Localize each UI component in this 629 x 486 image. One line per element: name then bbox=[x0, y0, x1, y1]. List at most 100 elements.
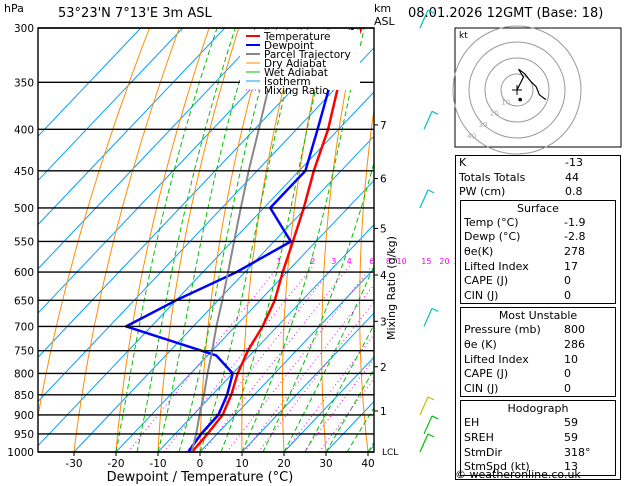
mixing-ratio-label: 10 bbox=[397, 257, 407, 266]
mixing-ratio-label: 2 bbox=[310, 257, 315, 266]
hodograph-ring bbox=[500, 73, 534, 107]
mu-row: CAPE (J) 0 bbox=[464, 367, 571, 381]
km-axis-title: km bbox=[374, 2, 392, 15]
surface-row: Dewp (°C) -2.8 bbox=[464, 230, 586, 244]
hodograph-ring bbox=[468, 41, 566, 139]
pressure-tick-label: 750 bbox=[14, 346, 34, 358]
hpa-axis-title: hPa bbox=[4, 2, 24, 15]
legend-mixing-ratio: Mixing Ratio bbox=[264, 85, 329, 97]
storm-motion-marker bbox=[518, 97, 522, 102]
legend-dewpoint: Dewpoint bbox=[264, 40, 314, 52]
isotherm-line bbox=[38, 28, 310, 314]
isotherm-line bbox=[38, 28, 268, 270]
isotherm-line bbox=[38, 28, 142, 137]
hodograph-section: Hodograph EH 59 SREH 59 StmDir 318° StmSpd … bbox=[460, 400, 616, 476]
dry-adiabat-line bbox=[73, 28, 180, 452]
legend-temperature: Temperature bbox=[263, 31, 331, 43]
km-tick-label: 7 bbox=[380, 120, 387, 132]
hodograph-table-title: Hodograph bbox=[507, 402, 569, 416]
x-tick-label: 0 bbox=[197, 458, 204, 470]
wind-barb bbox=[423, 111, 433, 130]
mixing-ratio-axis-title: Mixing Ratio (g/kg) bbox=[385, 236, 398, 340]
km-tick-label: 5 bbox=[380, 223, 387, 235]
x-tick-label: -20 bbox=[107, 458, 124, 470]
mixing-ratio-line bbox=[226, 265, 373, 452]
legend-isotherm: Isotherm bbox=[264, 76, 311, 88]
pressure-tick-label: 1000 bbox=[7, 447, 34, 459]
pressure-tick-label: 350 bbox=[14, 77, 34, 89]
km-tick-label: 1 bbox=[380, 406, 387, 418]
km-tick-label: 4 bbox=[380, 270, 387, 282]
x-tick-label: -10 bbox=[149, 458, 166, 470]
datetime-title: 08.01.2026 12GMT (Base: 18) bbox=[408, 6, 604, 21]
dry-adiabat-line bbox=[396, 28, 417, 452]
hodograph-ring-label: 20 bbox=[490, 110, 499, 118]
plot-frame bbox=[37, 27, 375, 453]
most-unstable-title: Most Unstable bbox=[498, 309, 578, 323]
mixing-ratio-line bbox=[127, 265, 280, 452]
x-tick-label: -30 bbox=[65, 458, 82, 470]
hodograph-trace bbox=[516, 68, 547, 101]
wet-adiabat-line bbox=[304, 323, 374, 452]
location-title: 53°23'N 7°13'E 3m ASL bbox=[58, 6, 212, 21]
legend-wet-adiabat: Wet Adiabat bbox=[264, 67, 328, 79]
surface-row: θe(K) 278 bbox=[464, 244, 585, 258]
pressure-tick-label: 300 bbox=[14, 23, 34, 35]
pressure-tick-label: 700 bbox=[14, 321, 34, 333]
mixing-ratio-line bbox=[163, 265, 314, 452]
pressure-tick-label: 900 bbox=[14, 410, 34, 422]
isotherm-line bbox=[283, 356, 374, 452]
hodo-row: SREH 59 bbox=[464, 430, 578, 444]
indices-table: K -13 Totals Totals 44 PW (cm) 0.8 Surface … bbox=[455, 155, 621, 480]
surface-row: CAPE (J) 0 bbox=[464, 274, 571, 288]
pressure-tick-label: 450 bbox=[14, 166, 34, 178]
dry-adiabat-line bbox=[432, 28, 452, 452]
mu-row: θe (K) 286 bbox=[464, 337, 585, 351]
wind-barb bbox=[419, 9, 429, 29]
km-tick-label: 3 bbox=[380, 316, 387, 328]
wind-barb-flag bbox=[427, 433, 435, 438]
hodo-row: StmSpd (kt) 13 bbox=[464, 460, 578, 474]
pressure-tick-label: 800 bbox=[14, 368, 34, 380]
hodograph-ring bbox=[452, 25, 582, 155]
isotherm-line bbox=[199, 268, 374, 452]
mu-row: Pressure (mb) 800 bbox=[464, 323, 585, 337]
mixing-ratio-label: 3 bbox=[331, 257, 336, 266]
isotherm-line bbox=[38, 28, 226, 226]
wind-barb-flag bbox=[431, 415, 439, 420]
surface-row: Lifted Index 17 bbox=[464, 259, 578, 273]
mixing-ratio-line bbox=[284, 333, 374, 452]
pressure-tick-label: 600 bbox=[14, 267, 34, 279]
isotherm-line bbox=[73, 135, 374, 452]
pressure-tick-label: 950 bbox=[14, 429, 34, 441]
surface-section: Surface Temp (°C) -1.9 Dewp (°C) -2.8 θe(K… bbox=[460, 199, 616, 305]
wet-adiabat-line bbox=[325, 368, 374, 452]
hodo-row: EH 59 bbox=[464, 416, 578, 430]
wet-adiabat-line bbox=[136, 28, 236, 452]
mixing-ratio-label: 6 bbox=[369, 257, 374, 266]
x-tick-label: 40 bbox=[361, 458, 374, 470]
pressure-tick-label: 500 bbox=[14, 203, 34, 215]
isotherm-line bbox=[241, 312, 374, 452]
surface-title: Surface bbox=[517, 201, 559, 215]
x-tick-label: 10 bbox=[235, 458, 248, 470]
x-tick-label: 20 bbox=[277, 458, 290, 470]
mixing-ratio-label: 8 bbox=[386, 257, 391, 266]
dry-adiabat-line bbox=[38, 28, 150, 419]
copyright: © weatheronline.co.uk bbox=[455, 468, 581, 481]
mu-row: CIN (J) 0 bbox=[464, 381, 571, 395]
hodo-row: StmDir 318° bbox=[464, 445, 591, 459]
wind-barb-flag bbox=[427, 189, 435, 194]
index-row-k: K -13 bbox=[459, 156, 583, 169]
x-tick-label: 30 bbox=[319, 458, 332, 470]
pressure-tick-label: 400 bbox=[14, 124, 34, 136]
mixing-ratio-label: 1 bbox=[276, 257, 281, 266]
wind-barb bbox=[423, 308, 433, 327]
legend-parcel-trajectory: Parcel Trajectory bbox=[264, 49, 351, 61]
wind-barb bbox=[419, 396, 429, 416]
wet-adiabat-line bbox=[115, 28, 218, 452]
mixing-ratio-label: 20 bbox=[439, 257, 449, 266]
isotherm-line bbox=[157, 223, 374, 452]
